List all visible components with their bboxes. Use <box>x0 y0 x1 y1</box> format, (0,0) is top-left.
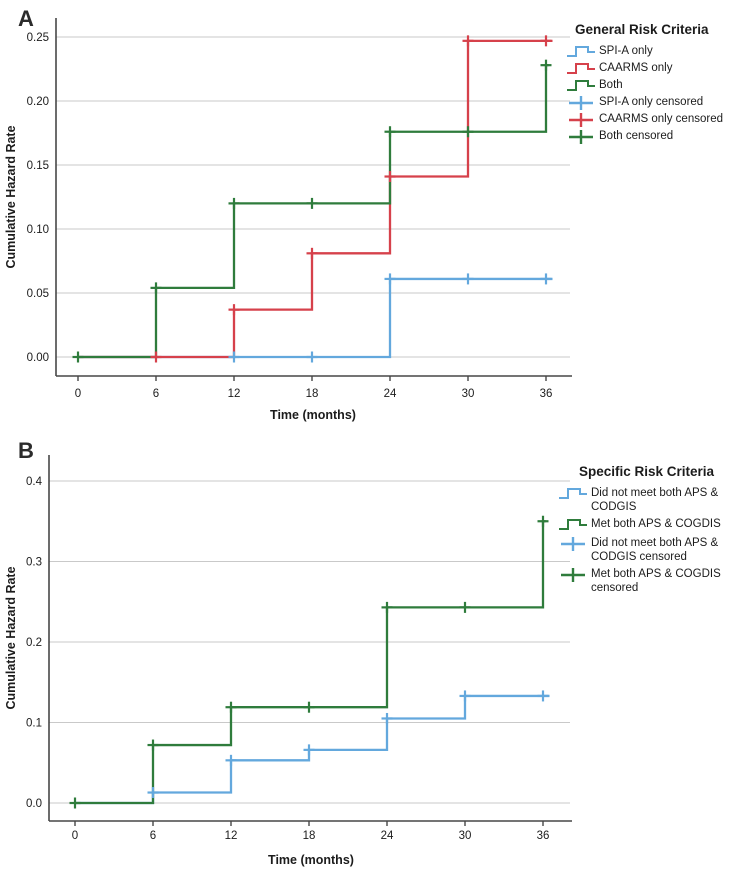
legend-item-label: Met both APS & COGDIS <box>591 518 721 530</box>
x-tick-label: 6 <box>153 388 159 400</box>
series-line-caarms-only <box>78 39 553 359</box>
legend-item-label: Met both APS & COGDIS censored <box>591 568 721 594</box>
x-tick-label: 18 <box>306 388 319 400</box>
y-axis-title: Cumulative Hazard Rate <box>4 125 18 268</box>
legend-item-label: SPI-A only <box>599 45 653 57</box>
y-tick-label: 0.2 <box>26 637 42 649</box>
series-line-both <box>78 64 549 359</box>
series-line-spi-a-only <box>78 277 553 359</box>
censored-plus-icon <box>561 568 585 582</box>
legend-item-label: Did not meet both APS & CODGIS <box>591 487 719 513</box>
legend-item: Met both APS & COGDIS <box>558 517 732 533</box>
chart-panel-a: 0.00 0.05 0.10 0.15 0.20 0.25 0 6 12 18 24 30 36 Time… <box>4 18 572 422</box>
legend-item: Did not meet both APS & CODGIS <box>558 486 732 514</box>
censored-plus-icon <box>561 537 585 551</box>
legend-item: Did not meet both APS & CODGIS censored <box>558 536 732 564</box>
legend-item: Met both APS & COGDIS censored <box>558 567 732 595</box>
x-tick-label: 36 <box>540 388 553 400</box>
legend-item: CAARMS only censored <box>566 112 732 128</box>
gridlines <box>56 36 570 358</box>
step-line-icon <box>567 46 595 57</box>
legend-item-label: Both censored <box>599 130 674 142</box>
legend-item-label: SPI-A only censored <box>599 96 704 108</box>
legend-item: Both <box>566 78 732 94</box>
y-tick-label: 0.0 <box>26 798 42 810</box>
censor-marks-both <box>72 59 552 363</box>
censor-marks-spi-a-only <box>228 273 552 363</box>
y-tick-label: 0.1 <box>26 718 42 730</box>
legend-item-label: CAARMS only censored <box>599 113 723 125</box>
legend-item: SPI-A only <box>566 44 732 60</box>
panel-a-label: A <box>18 6 35 31</box>
y-tick-label: 0.05 <box>27 288 49 300</box>
step-line-icon <box>559 519 587 530</box>
series-line-met-both-aps-cogdis <box>75 520 546 805</box>
y-tick-label: 0.15 <box>27 160 49 172</box>
x-tick-label: 12 <box>225 830 238 842</box>
y-tick-label: 0.4 <box>26 476 43 488</box>
x-axis-title: Time (months) <box>268 853 354 867</box>
y-tick-label: 0.00 <box>27 352 49 364</box>
censor-marks-caarms-only <box>150 35 552 363</box>
legend-item: SPI-A only censored <box>566 95 732 111</box>
x-tick-label: 0 <box>72 830 78 842</box>
legend-item-label: Both <box>599 79 623 91</box>
gridlines <box>49 480 570 804</box>
censor-marks-did-not-meet-both-aps-codgis <box>147 690 549 799</box>
y-tick-label: 0.3 <box>26 557 42 569</box>
y-axis-title: Cumulative Hazard Rate <box>4 566 18 709</box>
censored-plus-icon <box>569 130 593 144</box>
y-tick-label: 0.25 <box>27 32 49 44</box>
y-tick-label: 0.10 <box>27 224 49 236</box>
legend-item: CAARMS only <box>566 61 732 77</box>
legend-a-title: General Risk Criteria <box>575 22 709 37</box>
legend-specific-risk-criteria: Specific Risk Criteria Did not meet both… <box>558 464 732 598</box>
x-tick-label: 18 <box>303 830 316 842</box>
x-tick-label: 12 <box>228 388 241 400</box>
x-axis-title: Time (months) <box>270 408 356 422</box>
step-line-icon <box>567 80 595 91</box>
chart-panel-b: 0.0 0.1 0.2 0.3 0.4 0 6 12 18 24 30 36 Time (months)… <box>4 455 572 867</box>
x-tick-label: 30 <box>462 388 475 400</box>
legend-b-items: Did not meet both APS & CODGIS Met both A… <box>558 486 732 595</box>
x-tick-label: 36 <box>537 830 550 842</box>
x-tick-label: 0 <box>75 388 81 400</box>
x-tick-label: 24 <box>384 388 397 400</box>
x-tick-label: 24 <box>381 830 394 842</box>
x-tick-label: 6 <box>150 830 156 842</box>
legend-item: Both censored <box>566 129 732 145</box>
legend-item-label: Did not meet both APS & CODGIS censored <box>591 537 719 563</box>
censored-plus-icon <box>569 113 593 127</box>
x-tick-label: 30 <box>459 830 472 842</box>
legend-b-title: Specific Risk Criteria <box>579 464 715 479</box>
legend-general-risk-criteria: General Risk Criteria SPI-A only CAARMS o… <box>566 22 732 146</box>
step-line-icon <box>559 488 587 499</box>
legend-item-label: CAARMS only <box>599 62 673 74</box>
panel-b-label: B <box>18 438 35 463</box>
y-tick-label: 0.20 <box>27 96 49 108</box>
step-line-icon <box>567 63 595 74</box>
legend-a-items: SPI-A only CAARMS only Both SPI-A only cens… <box>566 44 732 145</box>
censor-marks-met-both-aps-cogdis <box>69 515 549 809</box>
censored-plus-icon <box>569 96 593 110</box>
